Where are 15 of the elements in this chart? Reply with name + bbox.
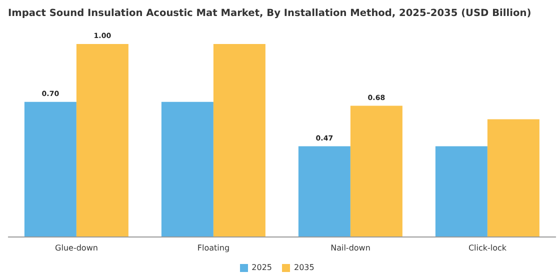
- x-tick-label: Nail-down: [330, 244, 370, 253]
- x-tick-label: Glue-down: [55, 244, 98, 253]
- legend-label: 2035: [294, 263, 314, 272]
- bar: [161, 102, 214, 237]
- bar: [76, 44, 128, 237]
- bar: [24, 102, 76, 237]
- bar: [435, 146, 488, 237]
- legend-label: 2025: [252, 263, 272, 272]
- bar: [487, 119, 540, 237]
- bar: [213, 44, 266, 237]
- chart-title: Impact Sound Insulation Acoustic Mat Market, By Installation Method, 2025-2035 (USD Billion): [8, 8, 532, 19]
- bar: [298, 146, 350, 237]
- x-tick-label: Floating: [197, 244, 230, 253]
- x-tick-label: Click-lock: [468, 244, 507, 253]
- bar: [350, 106, 402, 237]
